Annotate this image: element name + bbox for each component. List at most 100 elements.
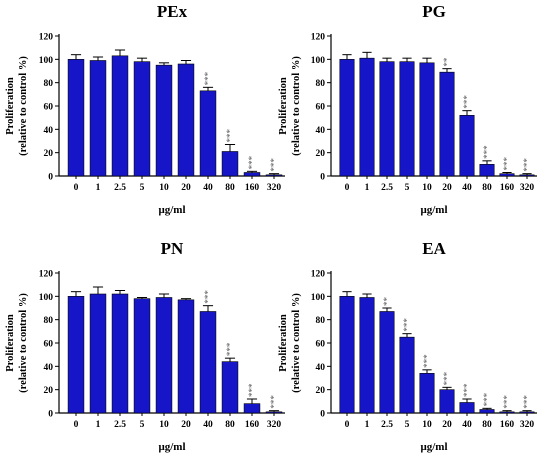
y-tick-label: 20 [44,386,54,396]
chart-title: PG [422,2,446,21]
bar-20 [439,71,455,177]
bar-40 [199,90,217,177]
x-axis-label: μg/ml [420,441,447,453]
significance-marker: *** [269,395,279,409]
bar-5 [133,298,151,414]
chart-title: PN [161,239,184,258]
x-tick-label: 5 [140,183,145,193]
x-tick-label: 80 [482,183,492,193]
x-tick-label: 320 [520,183,535,193]
bar-80 [221,361,239,414]
x-axis-label: μg/ml [420,204,447,216]
y-tick-label: 120 [39,270,54,280]
bar-1 [359,57,375,177]
bar-20 [177,299,195,414]
plot-area: 0 20 40 60 80 100 120 0 1 2.5 5 10 20 ** 40 *** 80 *** 160… [311,33,537,193]
x-tick-label: 5 [405,420,410,430]
x-tick-label: 160 [245,420,260,430]
x-axis-label: μg/ml [158,441,185,453]
chart-panel-pn: PN Proliferation (relative to control %)… [5,239,285,453]
significance-marker: *** [502,157,512,171]
y-tick-label: 120 [311,33,326,43]
y-tick-label: 0 [320,173,325,183]
bar-0 [339,296,355,414]
bar-80 [221,151,239,177]
chart-panel-ea: EA Proliferation (relative to control %)… [278,239,537,453]
significance-marker: *** [442,371,452,385]
chart-panel-pg: PG Proliferation (relative to control %)… [278,2,537,216]
x-tick-label: 320 [267,420,282,430]
y-tick-label: 120 [39,33,54,43]
bar-80 [479,164,495,177]
bar-0 [339,59,355,177]
x-tick-label: 2.5 [381,420,393,430]
x-tick-label: 160 [500,420,515,430]
significance-marker: ** [382,297,392,307]
significance-marker: *** [247,383,257,397]
x-tick-label: 20 [442,420,452,430]
significance-marker: *** [482,145,492,159]
plot-area: 0 20 40 60 80 100 120 0 1 2.5 5 10 20 40 *** 80 *** 160 **… [39,270,285,430]
significance-marker: *** [269,158,279,172]
significance-marker: *** [402,318,412,332]
bar-320 [265,174,283,177]
bar-40 [459,115,475,177]
bar-2.5 [111,55,129,177]
bar-10 [419,373,435,414]
y-tick-label: 0 [48,410,53,420]
y-tick-label: 100 [311,293,326,303]
x-tick-label: 10 [159,183,169,193]
y-tick-label: 80 [316,316,326,326]
y-tick-label: 0 [48,173,53,183]
y-tick-label: 60 [316,340,326,350]
y-tick-label: 100 [39,56,54,66]
bar-160 [243,172,261,177]
x-tick-label: 320 [267,183,282,193]
x-tick-label: 1 [365,183,370,193]
bar-1 [89,60,107,177]
y-tick-label: 80 [44,316,54,326]
bar-20 [177,63,195,177]
y-axis-label-line2: (relative to control %) [18,56,29,156]
x-tick-label: 40 [203,183,213,193]
x-tick-label: 80 [225,420,235,430]
x-tick-label: 160 [500,183,515,193]
significance-marker: *** [203,71,213,85]
x-tick-label: 10 [159,420,169,430]
significance-marker: *** [247,155,257,169]
y-tick-label: 40 [44,126,54,136]
y-axis-label-line1: Proliferation [5,77,16,135]
y-axis-label-line2: (relative to control %) [18,293,29,393]
y-axis-label-line1: Proliferation [278,314,289,372]
x-tick-label: 40 [203,420,213,430]
bar-10 [419,62,435,177]
y-axis-label-line1: Proliferation [5,314,16,372]
y-tick-label: 60 [316,103,326,113]
significance-marker: ** [442,57,452,67]
x-tick-label: 20 [442,183,452,193]
x-tick-label: 5 [140,420,145,430]
bar-320 [519,411,535,414]
bar-2.5 [379,61,395,177]
significance-marker: *** [522,395,532,409]
significance-marker: *** [462,383,472,397]
bar-40 [459,402,475,414]
y-tick-label: 80 [44,79,54,89]
y-tick-label: 60 [44,103,54,113]
significance-marker: *** [502,395,512,409]
x-tick-label: 2.5 [381,183,393,193]
bar-320 [265,411,283,414]
y-tick-label: 100 [39,293,54,303]
x-axis-label: μg/ml [158,204,185,216]
bar-160 [499,411,515,414]
bar-10 [155,64,173,177]
y-tick-label: 0 [320,410,325,420]
x-tick-label: 160 [245,183,260,193]
significance-marker: *** [225,342,235,356]
x-tick-label: 80 [482,420,492,430]
significance-marker: *** [462,95,472,109]
y-tick-label: 100 [311,56,326,66]
y-axis-label-line2: (relative to control %) [291,293,302,393]
y-tick-label: 60 [44,340,54,350]
bar-5 [399,61,415,177]
